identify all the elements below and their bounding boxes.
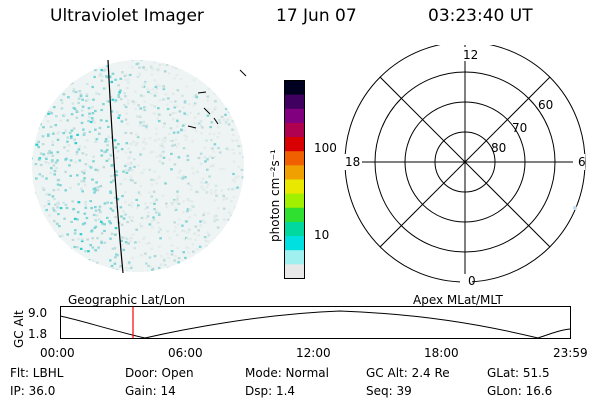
x-tick-0600: 06:00 [168, 346, 203, 360]
colorbar-segment [284, 264, 305, 279]
colorbar-tick-100: 100 [314, 141, 337, 155]
info-door: Door: Open [125, 366, 194, 380]
colorbar-segment [284, 193, 305, 209]
coastline-marks [187, 69, 247, 129]
info-flt: Flt: LBHL [10, 366, 64, 380]
mlt-label-6: 6 [578, 155, 586, 169]
polar-grid [342, 45, 586, 288]
altitude-curve [60, 310, 571, 339]
colorbar-tick-10: 10 [314, 228, 330, 242]
colorbar-segment [284, 137, 305, 152]
altitude-y-tick-low: 1.8 [28, 327, 48, 341]
colorbar [284, 80, 305, 279]
app-title: Ultraviolet Imager [50, 6, 204, 26]
mlt-label-18: 18 [345, 155, 361, 169]
colorbar-segment [284, 80, 305, 96]
info-dsp: Dsp: 1.4 [245, 384, 296, 398]
mlat-label-80: 80 [491, 141, 507, 155]
info-glon: GLon: 16.6 [487, 384, 553, 398]
info-gain: Gain: 14 [125, 384, 176, 398]
date-label: 17 Jun 07 [276, 6, 357, 26]
x-tick-1200: 12:00 [296, 346, 331, 360]
x-tick-1800: 18:00 [424, 346, 459, 360]
colorbar-segment [284, 236, 305, 251]
colorbar-segment [284, 108, 305, 124]
info-seq: Seq: 39 [366, 384, 412, 398]
apex-caption: Apex MLat/MLT [413, 293, 503, 307]
x-tick-2359: 23:59 [553, 346, 588, 360]
mlt-label-0: 0 [468, 274, 476, 288]
geographic-caption: Geographic Lat/Lon [68, 293, 186, 307]
info-gc-alt: GC Alt: 2.4 Re [366, 366, 450, 380]
altitude-plot [60, 306, 571, 339]
colorbar-segment [284, 122, 305, 138]
info-glat: GLat: 51.5 [487, 366, 550, 380]
uv-image-disc [32, 59, 247, 274]
mlt-label-12: 12 [463, 48, 479, 62]
colorbar-segment [284, 221, 305, 237]
colorbar-segment [284, 207, 305, 223]
colorbar-label: photon cm⁻²s⁻¹ [268, 149, 282, 242]
terminator-line [107, 59, 124, 274]
colorbar-segment [284, 250, 305, 265]
colorbar-segment [284, 151, 305, 166]
x-tick-0000: 00:00 [40, 346, 75, 360]
info-ip: IP: 36.0 [10, 384, 56, 398]
colorbar-segment [284, 179, 305, 195]
altitude-y-label: GC Alt [12, 310, 26, 348]
info-mode: Mode: Normal [245, 366, 329, 380]
time-label: 03:23:40 UT [428, 6, 533, 26]
mlat-label-70: 70 [512, 121, 528, 135]
colorbar-segment [284, 165, 305, 180]
mlat-label-60: 60 [538, 98, 554, 112]
colorbar-segment [284, 94, 305, 110]
altitude-y-tick-high: 9.0 [28, 306, 48, 320]
